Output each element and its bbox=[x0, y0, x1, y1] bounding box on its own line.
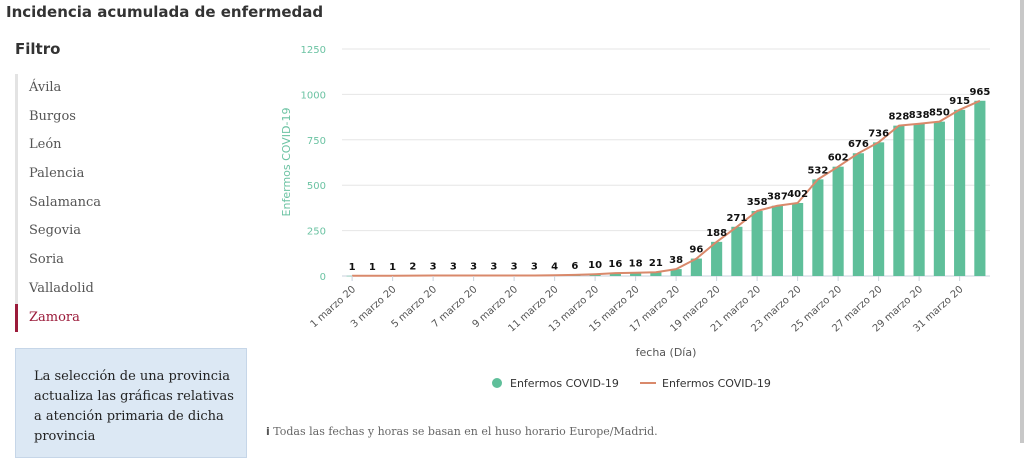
bar[interactable] bbox=[609, 273, 621, 276]
data-label: 532 bbox=[807, 165, 828, 176]
filter-title: Filtro bbox=[15, 40, 61, 58]
data-label: 402 bbox=[787, 189, 808, 200]
y-tick-label: 1000 bbox=[301, 90, 326, 101]
y-tick-label: 1250 bbox=[301, 45, 326, 56]
data-label: 602 bbox=[828, 153, 849, 164]
bar[interactable] bbox=[670, 269, 682, 276]
province-item-avila[interactable]: Ávila bbox=[15, 74, 215, 103]
data-label: 3 bbox=[511, 261, 518, 272]
footnote: i Todas las fechas y horas se basan en e… bbox=[266, 425, 658, 438]
data-label: 3 bbox=[430, 261, 437, 272]
bar[interactable] bbox=[731, 226, 743, 276]
bar[interactable] bbox=[771, 205, 783, 276]
bar[interactable] bbox=[893, 125, 905, 277]
bar[interactable] bbox=[812, 179, 824, 276]
data-label: 271 bbox=[726, 213, 747, 224]
bar[interactable] bbox=[852, 153, 864, 276]
legend-bar-marker[interactable] bbox=[492, 378, 502, 388]
data-label: 1 bbox=[369, 262, 376, 273]
y-tick-label: 0 bbox=[320, 272, 326, 283]
province-item-soria[interactable]: Soria bbox=[15, 246, 215, 275]
province-item-salamanca[interactable]: Salamanca bbox=[15, 188, 215, 218]
data-label: 676 bbox=[848, 139, 869, 150]
bar[interactable] bbox=[650, 272, 662, 276]
data-label: 1 bbox=[349, 262, 356, 273]
data-label: 965 bbox=[969, 87, 990, 98]
page-title: Incidencia acumulada de enfermedad bbox=[6, 3, 324, 21]
data-label: 6 bbox=[571, 261, 578, 272]
bar[interactable] bbox=[832, 166, 844, 276]
info-box: La selección de una provincia actualiza … bbox=[15, 348, 247, 458]
data-label: 16 bbox=[608, 259, 622, 270]
data-label: 915 bbox=[949, 96, 970, 107]
data-label: 3 bbox=[470, 261, 477, 272]
y-axis-label: Enfermos COVID-19 bbox=[280, 108, 293, 217]
bar[interactable] bbox=[974, 100, 986, 276]
legend: Enfermos COVID-19 Enfermos COVID-19 bbox=[492, 377, 771, 390]
info-icon: i bbox=[266, 425, 270, 438]
page-border bbox=[1020, 0, 1024, 443]
data-label: 188 bbox=[706, 228, 727, 239]
data-label: 10 bbox=[588, 260, 602, 271]
chart: Enfermos COVID-19 fecha (Día) 0 250 500 750… bbox=[280, 45, 990, 390]
info-box-text: La selección de una provincia actualiza … bbox=[34, 369, 234, 444]
data-label: 387 bbox=[767, 192, 788, 203]
bar[interactable] bbox=[913, 123, 925, 276]
data-label: 21 bbox=[649, 258, 663, 269]
y-tick-label: 250 bbox=[307, 227, 326, 238]
legend-line-label[interactable]: Enfermos COVID-19 bbox=[662, 377, 771, 390]
bar[interactable] bbox=[690, 258, 702, 276]
bar[interactable] bbox=[711, 241, 723, 276]
data-label: 828 bbox=[888, 112, 909, 123]
data-label: 1 bbox=[389, 262, 396, 273]
x-axis-label: fecha (Día) bbox=[636, 346, 697, 359]
data-label: 38 bbox=[669, 255, 683, 266]
province-item-zamora[interactable]: Zamora bbox=[15, 303, 215, 333]
province-item-palencia[interactable]: Palencia bbox=[15, 160, 215, 189]
bar[interactable] bbox=[792, 202, 804, 276]
data-label: 358 bbox=[747, 197, 768, 208]
bar[interactable] bbox=[933, 121, 945, 276]
data-label: 18 bbox=[629, 259, 643, 270]
data-label: 736 bbox=[868, 128, 889, 139]
data-label: 3 bbox=[490, 261, 497, 272]
data-label: 96 bbox=[689, 245, 703, 256]
province-list: Ávila Burgos León Palencia Salamanca Seg… bbox=[15, 74, 215, 333]
footnote-text: Todas las fechas y horas se basan en el … bbox=[273, 425, 658, 438]
province-item-leon[interactable]: León bbox=[15, 131, 215, 161]
province-item-valladolid[interactable]: Valladolid bbox=[15, 274, 215, 304]
series-line[interactable] bbox=[352, 99, 981, 277]
data-label: 3 bbox=[450, 261, 457, 272]
y-tick-label: 750 bbox=[307, 136, 326, 147]
data-label: 2 bbox=[409, 262, 416, 273]
legend-bar-label[interactable]: Enfermos COVID-19 bbox=[510, 377, 619, 390]
province-item-burgos[interactable]: Burgos bbox=[15, 102, 215, 132]
bar[interactable] bbox=[873, 142, 885, 276]
data-label: 4 bbox=[551, 261, 558, 272]
province-item-segovia[interactable]: Segovia bbox=[15, 217, 215, 247]
y-tick-label: 500 bbox=[307, 181, 326, 192]
bar[interactable] bbox=[630, 272, 642, 276]
bar[interactable] bbox=[751, 210, 763, 276]
data-label: 3 bbox=[531, 261, 538, 272]
bar[interactable] bbox=[954, 109, 966, 276]
data-label: 850 bbox=[929, 108, 950, 119]
data-label: 838 bbox=[909, 110, 930, 121]
